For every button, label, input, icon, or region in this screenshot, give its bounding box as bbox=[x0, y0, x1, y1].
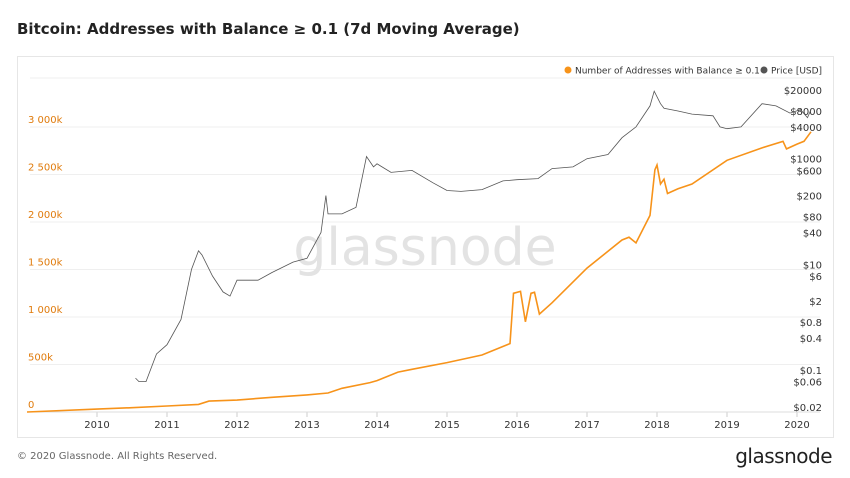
copyright: © 2020 Glassnode. All Rights Reserved. bbox=[17, 451, 218, 462]
y-left-tick-label: 3 000k bbox=[28, 115, 63, 126]
y-left-tick-label: 2 000k bbox=[28, 210, 63, 221]
glassnode-logo: glassnode bbox=[735, 444, 832, 468]
y-left-tick-label: 0 bbox=[28, 400, 34, 411]
legend-marker bbox=[760, 66, 768, 74]
legend-marker bbox=[564, 66, 572, 74]
x-tick-label: 2019 bbox=[714, 420, 739, 431]
y-left-tick-label: 500k bbox=[28, 353, 53, 364]
x-tick-label: 2020 bbox=[784, 420, 809, 431]
legend-label: Number of Addresses with Balance ≥ 0.1 bbox=[575, 67, 760, 77]
y-right-tick-label: $40 bbox=[803, 229, 822, 240]
x-tick-label: 2018 bbox=[644, 420, 669, 431]
x-tick-label: 2012 bbox=[224, 420, 249, 431]
y-left-tick-label: 2 500k bbox=[28, 163, 63, 174]
y-right-tick-label: $0.1 bbox=[800, 366, 822, 377]
x-tick-label: 2013 bbox=[294, 420, 319, 431]
y-left-tick-label: 1 000k bbox=[28, 305, 63, 316]
y-right-tick-label: $0.4 bbox=[800, 334, 822, 345]
x-tick-label: 2010 bbox=[84, 420, 109, 431]
y-right-tick-label: $8000 bbox=[790, 107, 822, 118]
x-tick-label: 2014 bbox=[364, 420, 389, 431]
watermark: glassnode bbox=[293, 218, 556, 278]
x-tick-label: 2016 bbox=[504, 420, 529, 431]
x-tick-label: 2015 bbox=[434, 420, 459, 431]
y-right-tick-label: $80 bbox=[803, 213, 822, 224]
page-title: Bitcoin: Addresses with Balance ≥ 0.1 (7… bbox=[17, 20, 520, 38]
y-right-tick-label: $4000 bbox=[790, 123, 822, 134]
y-right-tick-label: $6 bbox=[809, 272, 822, 283]
y-right-tick-label: $600 bbox=[797, 166, 822, 177]
y-right-tick-label: $20000 bbox=[784, 86, 822, 97]
y-right-tick-label: $1000 bbox=[790, 155, 822, 166]
chart-frame bbox=[17, 56, 834, 438]
y-right-tick-label: $10 bbox=[803, 260, 822, 271]
y-right-tick-label: $0.8 bbox=[800, 318, 822, 329]
x-tick-label: 2017 bbox=[574, 420, 599, 431]
legend-label: Price [USD] bbox=[771, 67, 822, 77]
x-tick-label: 2011 bbox=[154, 420, 179, 431]
series-line-addresses bbox=[26, 131, 812, 413]
y-left-tick-label: 1 500k bbox=[28, 258, 63, 269]
series-line-price bbox=[135, 90, 812, 383]
y-right-tick-label: $0.02 bbox=[793, 403, 822, 414]
y-right-tick-label: $0.06 bbox=[793, 378, 822, 389]
y-right-tick-label: $2 bbox=[809, 297, 822, 308]
y-right-tick-label: $200 bbox=[797, 192, 822, 203]
